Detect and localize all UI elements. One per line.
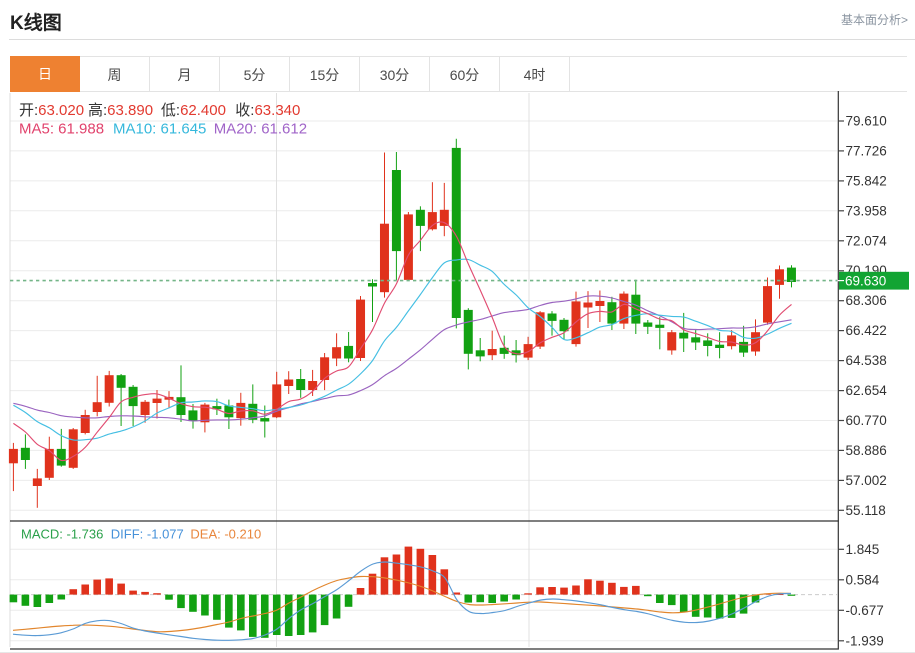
svg-text:58.886: 58.886 [846, 443, 887, 458]
svg-text:75.842: 75.842 [846, 173, 887, 188]
svg-text:高:63.890: 高:63.890 [88, 102, 153, 119]
svg-text:66.422: 66.422 [846, 323, 887, 338]
svg-text:DEA: -0.210: DEA: -0.210 [190, 527, 261, 542]
svg-text:77.726: 77.726 [846, 143, 887, 158]
svg-text:62.654: 62.654 [846, 383, 888, 398]
svg-text:68.306: 68.306 [846, 293, 887, 308]
svg-text:-0.677: -0.677 [846, 603, 884, 618]
svg-text:收:63.340: 收:63.340 [235, 102, 300, 119]
svg-text:低:62.400: 低:62.400 [161, 102, 226, 119]
svg-text:69.630: 69.630 [845, 273, 886, 288]
svg-text:79.610: 79.610 [846, 114, 887, 129]
svg-text:57.002: 57.002 [846, 473, 887, 488]
svg-text:MA20: 61.612: MA20: 61.612 [214, 121, 307, 138]
svg-text:0.584: 0.584 [846, 572, 880, 587]
svg-text:开:63.020: 开:63.020 [19, 102, 84, 119]
svg-text:MA5: 61.988: MA5: 61.988 [19, 121, 104, 138]
svg-text:1.845: 1.845 [846, 542, 880, 557]
svg-text:MA10: 61.645: MA10: 61.645 [113, 121, 206, 138]
svg-text:MACD: -1.736: MACD: -1.736 [21, 527, 103, 542]
svg-text:73.958: 73.958 [846, 203, 887, 218]
svg-text:DIFF: -1.077: DIFF: -1.077 [111, 527, 184, 542]
svg-text:-1.939: -1.939 [846, 633, 884, 648]
svg-text:55.118: 55.118 [846, 503, 886, 518]
svg-text:72.074: 72.074 [846, 233, 888, 248]
svg-text:60.770: 60.770 [846, 413, 887, 428]
svg-text:64.538: 64.538 [846, 353, 887, 368]
